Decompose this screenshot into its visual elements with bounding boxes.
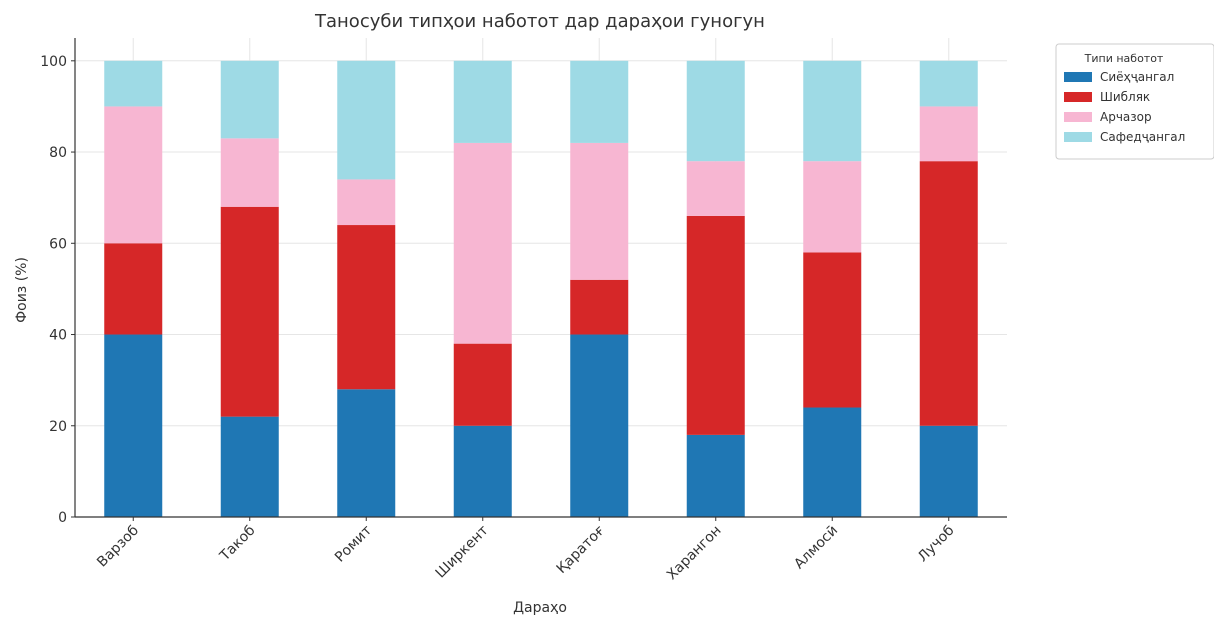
bar-segment [453,60,512,143]
legend-title: Типи наботот [1084,52,1164,65]
y-tick-labels: 0 20 40 60 80 100 [40,54,75,526]
y-axis-label: Фоиз (%) [14,257,30,323]
bar-segment [337,389,396,517]
axes [74,38,1007,518]
bars [104,60,978,517]
x-tick-label: Алмосӣ [791,523,841,573]
bar-segment [803,60,862,162]
legend-swatch [1064,112,1092,122]
x-tick-label: Варзоб [94,523,142,571]
legend-entry-label: Арчазор [1100,110,1152,124]
legend-entry-label: Сиёҳҷангал [1100,70,1174,84]
x-tick-label: Ширкент [433,523,492,582]
bar-segment [570,334,629,517]
bar-segment [337,225,396,390]
bar-segment [220,206,279,417]
bar-segment [803,407,862,517]
y-tick-label: 20 [49,419,67,435]
bar-segment [570,279,629,335]
bar-segment [453,142,512,344]
x-tick-label: Харангон [664,523,725,584]
x-tick-label: Лучоб [915,523,958,566]
bar-segment [337,60,396,180]
bar-segment [686,161,745,216]
x-tick-label: Такоб [216,523,258,565]
legend-swatch [1064,92,1092,102]
y-tick-label: 60 [49,236,67,252]
legend: Типи наботот Сиёҳҷангал Шибляк Арчазор Сафе… [1055,43,1214,160]
y-tick-label: 0 [58,510,67,526]
bar-segment [919,425,978,517]
bar-segment [686,434,745,517]
bar-segment [453,425,512,517]
bar-segment [570,142,629,280]
bar-segment [104,334,163,517]
bar-segment [104,106,163,244]
legend-frame [1055,43,1214,160]
bar-segment [803,252,862,408]
bar-segment [453,343,512,426]
legend-entry-label: Сафедҷангал [1100,130,1185,144]
legend-swatch [1064,72,1092,82]
bar-segment [220,416,279,517]
legend-entry-label: Шибляк [1100,90,1150,104]
bar-segment [104,60,163,107]
x-tick-label: Қаратоғ [554,523,608,577]
bar-segment [337,179,396,226]
chart-title: Таносуби типҳои наботот дар дараҳои гуно… [314,11,765,32]
bar-segment [803,161,862,253]
bar-segment [686,60,745,162]
bar-segment [919,161,978,426]
bar-segment [919,60,978,107]
x-axis-label: Дараҳо [513,600,567,616]
grid-lines [75,38,1007,518]
bar-segment [686,215,745,435]
legend-items: Сиёҳҷангал Шибляк Арчазор Сафедҷангал [1064,70,1185,144]
y-tick-label: 100 [40,54,67,70]
bar-segment [104,243,163,335]
legend-swatch [1064,132,1092,142]
x-tick-labels: Варзоб Такоб Ромит Ширкент Қаратоғ Харангон Ал… [94,517,958,584]
x-tick-label: Ромит [332,523,375,566]
y-tick-label: 80 [49,145,67,161]
bar-segment [220,60,279,139]
y-tick-label: 40 [49,328,67,344]
bar-segment [919,106,978,162]
bar-segment [220,138,279,207]
bar-segment [570,60,629,143]
